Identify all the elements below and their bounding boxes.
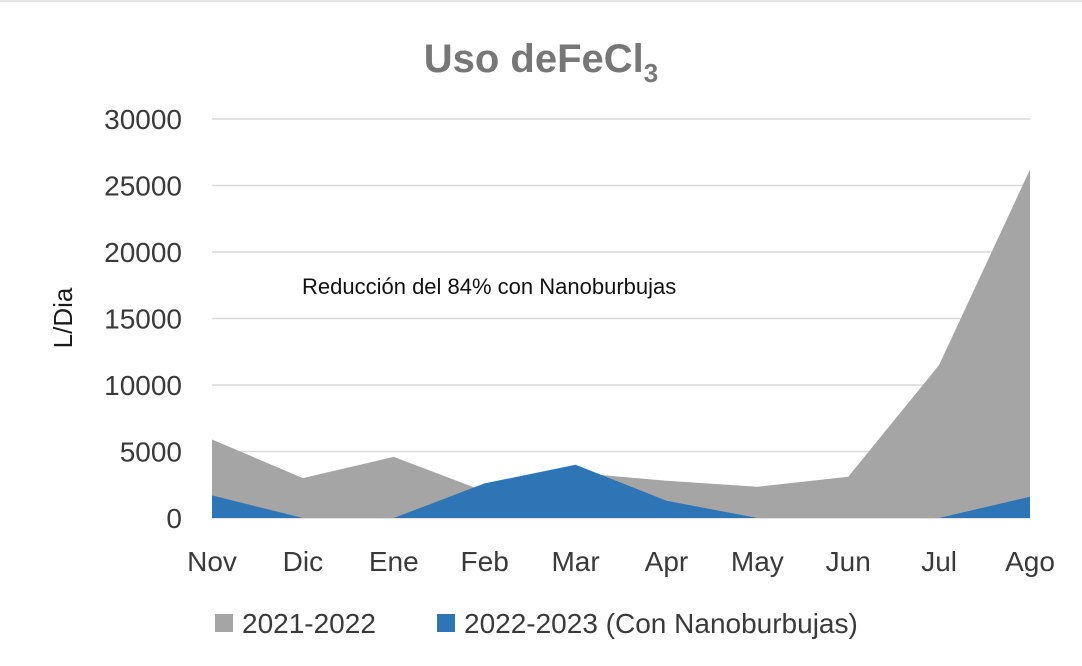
area-series-1: [212, 169, 1030, 519]
legend: 2021-2022 2022-2023 (Con Nanoburbujas): [215, 608, 858, 639]
legend-swatch-1: [215, 614, 233, 632]
y-tick-label: 0: [166, 503, 182, 534]
y-tick-label: 25000: [104, 171, 182, 202]
area-series-2: [212, 464, 1030, 518]
y-tick-label: 15000: [104, 304, 182, 335]
y-tick-label: 30000: [104, 104, 182, 135]
x-tick-label: Jul: [921, 546, 957, 577]
x-tick-label: Jun: [826, 546, 871, 577]
x-tick-label: Apr: [645, 546, 689, 577]
y-tick-label: 5000: [120, 437, 182, 468]
legend-label-1: 2021-2022: [242, 608, 376, 639]
x-tick-label: Feb: [461, 546, 509, 577]
plot-areas: [212, 169, 1030, 519]
x-tick-label: Dic: [283, 546, 323, 577]
x-tick-label: Nov: [187, 546, 237, 577]
y-axis-label: L/Dia: [48, 287, 78, 348]
x-tick-label: Ago: [1005, 546, 1055, 577]
y-axis-ticks: 0 5000 10000 15000 20000 25000 30000: [104, 104, 182, 534]
legend-label-2: 2022-2023 (Con Nanoburbujas): [464, 608, 858, 639]
chart-title: Uso deFeCl3: [424, 37, 659, 88]
legend-swatch-2: [437, 614, 455, 632]
y-tick-label: 10000: [104, 370, 182, 401]
x-tick-label: Ene: [369, 546, 419, 577]
reduction-annotation: Reducción del 84% con Nanoburbujas: [302, 274, 676, 299]
y-tick-label: 20000: [104, 237, 182, 268]
x-axis-ticks: Nov Dic Ene Feb Mar Apr May Jun Jul Ago: [187, 546, 1055, 577]
x-tick-label: May: [731, 546, 784, 577]
x-tick-label: Mar: [551, 546, 599, 577]
